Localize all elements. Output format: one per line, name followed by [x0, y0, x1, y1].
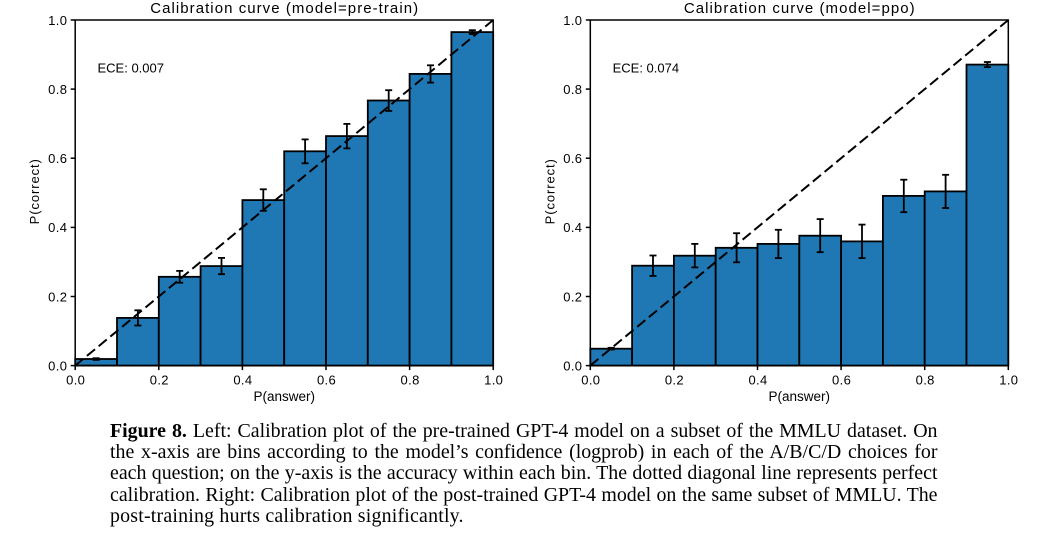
svg-text:0.8: 0.8	[401, 373, 420, 388]
svg-text:0.0: 0.0	[48, 358, 67, 373]
svg-text:P(correct): P(correct)	[542, 158, 557, 224]
svg-text:1.0: 1.0	[999, 373, 1018, 388]
svg-text:1.0: 1.0	[563, 13, 582, 28]
svg-text:ECE: 0.007: ECE: 0.007	[98, 61, 165, 76]
svg-text:0.2: 0.2	[665, 373, 684, 388]
svg-text:0.8: 0.8	[916, 373, 935, 388]
svg-text:Calibration curve (model=ppo): Calibration curve (model=ppo)	[684, 0, 916, 17]
svg-text:0.2: 0.2	[48, 289, 67, 304]
svg-text:0.2: 0.2	[150, 373, 169, 388]
svg-text:0.6: 0.6	[832, 373, 851, 388]
svg-text:0.4: 0.4	[563, 220, 582, 235]
svg-text:1.0: 1.0	[48, 13, 67, 28]
svg-text:0.0: 0.0	[563, 358, 582, 373]
svg-text:P(correct): P(correct)	[27, 158, 42, 224]
svg-text:0.8: 0.8	[48, 82, 67, 97]
svg-text:1.0: 1.0	[484, 373, 503, 388]
svg-text:0.0: 0.0	[66, 373, 85, 388]
svg-text:0.6: 0.6	[48, 151, 67, 166]
svg-text:0.4: 0.4	[233, 373, 252, 388]
svg-text:P(answer): P(answer)	[253, 389, 315, 404]
svg-text:0.6: 0.6	[317, 373, 336, 388]
svg-text:0.6: 0.6	[563, 151, 582, 166]
svg-text:0.8: 0.8	[563, 82, 582, 97]
svg-text:Calibration curve (model=pre-t: Calibration curve (model=pre-train)	[150, 0, 419, 17]
svg-text:0.4: 0.4	[48, 220, 67, 235]
svg-text:ECE: 0.074: ECE: 0.074	[613, 61, 680, 76]
svg-text:0.0: 0.0	[581, 373, 600, 388]
svg-text:P(answer): P(answer)	[769, 389, 831, 404]
svg-text:0.2: 0.2	[563, 289, 582, 304]
svg-text:0.4: 0.4	[748, 373, 767, 388]
